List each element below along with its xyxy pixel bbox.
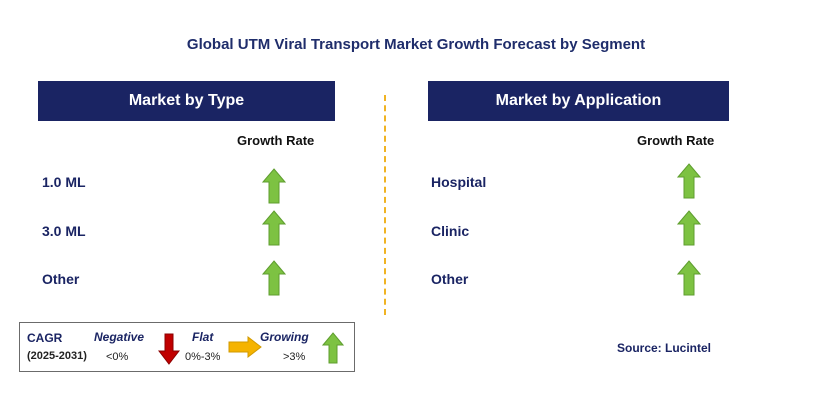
- legend-flat-range: 0%-3%: [185, 351, 221, 363]
- legend-growing-label: Growing: [260, 330, 309, 344]
- panel-header-application: Market by Application: [428, 81, 729, 121]
- page-title: Global UTM Viral Transport Market Growth…: [186, 36, 646, 53]
- negative-arrow-icon: [158, 333, 180, 365]
- panel-header-type: Market by Type: [38, 81, 335, 121]
- legend-cagr-label: CAGR: [27, 331, 63, 345]
- row-label-type-2: 3.0 ML: [42, 223, 86, 239]
- row-label-application-3: Other: [431, 271, 469, 287]
- growth-rate-label-application: Growth Rate: [637, 133, 715, 148]
- legend-flat-label: Flat: [192, 330, 214, 344]
- growing-arrow-icon: [677, 210, 701, 246]
- growing-arrow-icon: [262, 210, 286, 246]
- legend-period: (2025-2031): [27, 350, 87, 362]
- row-label-application-2: Clinic: [431, 223, 470, 239]
- row-label-application-1: Hospital: [431, 174, 487, 190]
- legend-negative-range: <0%: [106, 351, 129, 363]
- legend-negative-label: Negative: [94, 330, 145, 344]
- source-label: Source: Lucintel: [617, 341, 712, 355]
- growing-arrow-icon: [677, 260, 701, 296]
- legend-growing-range: >3%: [283, 351, 306, 363]
- growing-arrow-icon: [262, 260, 286, 296]
- growing-arrow-icon: [262, 168, 286, 204]
- growth-rate-label-type: Growth Rate: [237, 133, 315, 148]
- row-label-type-1: 1.0 ML: [42, 174, 86, 190]
- flat-arrow-icon: [228, 336, 262, 358]
- growing-arrow-icon: [322, 332, 344, 364]
- growing-arrow-icon: [677, 163, 701, 199]
- cagr-legend: CAGR (2025-2031) Negative <0% Flat 0%-3%…: [19, 322, 355, 372]
- row-label-type-3: Other: [42, 271, 80, 287]
- panel-divider: [384, 95, 386, 315]
